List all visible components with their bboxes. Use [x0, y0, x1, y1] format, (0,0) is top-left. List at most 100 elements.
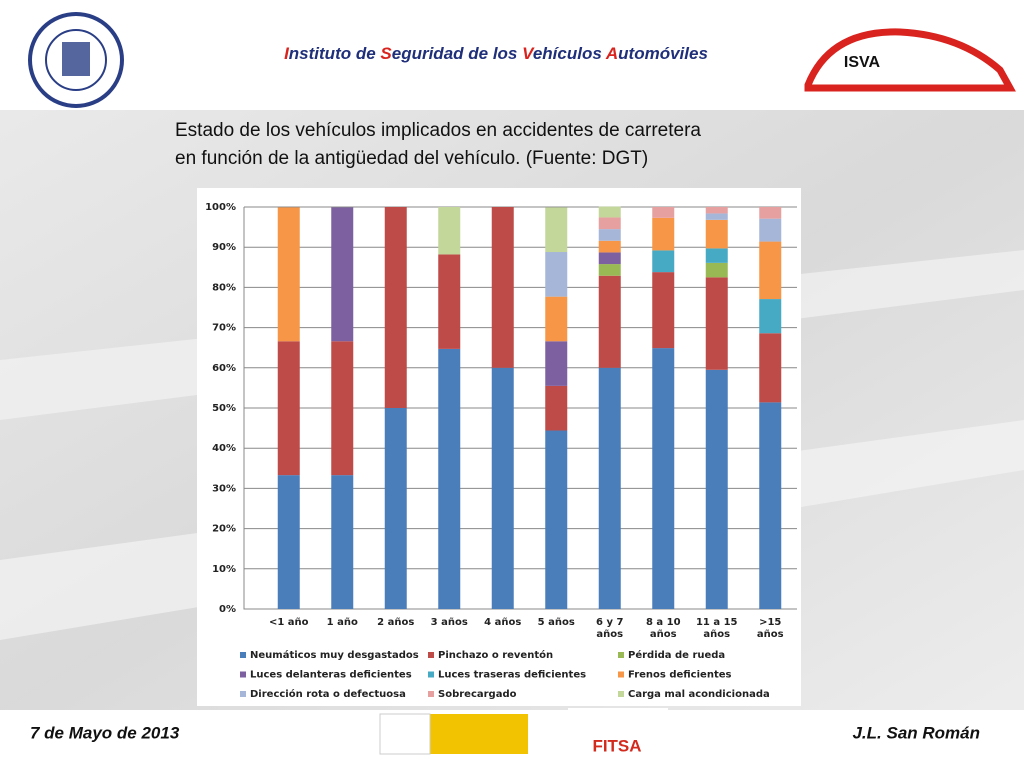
bar-segment: [705, 248, 728, 263]
legend-label: Luces traseras deficientes: [438, 670, 586, 681]
bar-segment: [598, 217, 621, 230]
y-tick-label: 100%: [205, 202, 236, 213]
legend-label: Luces delanteras deficientes: [250, 670, 412, 681]
bar-segment: [331, 341, 354, 476]
header-title-part: A: [605, 44, 618, 63]
university-logo: [62, 42, 90, 76]
legend-label: Pinchazo o reventón: [438, 649, 553, 661]
bar-segment: [705, 213, 728, 220]
bar-segment: [598, 264, 621, 276]
bar-segment: [331, 207, 354, 342]
x-tick-label: 3 años: [430, 617, 468, 628]
legend-swatch: [428, 691, 434, 697]
y-tick-label: 0%: [219, 604, 236, 615]
legend-label: Pérdida de rueda: [628, 649, 725, 661]
legend-swatch: [240, 691, 246, 697]
x-tick-label: 2 años: [377, 617, 415, 628]
header-title: Instituto de Seguridad de los Vehículos …: [284, 44, 708, 63]
chart-title: Estado de los vehículos implicados en ac…: [175, 120, 701, 141]
bar-segment: [598, 229, 621, 241]
header-title-part: S: [380, 44, 392, 63]
bar-segment: [652, 272, 675, 349]
legend-swatch: [240, 671, 246, 678]
y-tick-label: 30%: [212, 483, 236, 494]
bar-segment: [545, 341, 568, 386]
bar-segment: [545, 385, 568, 431]
x-tick-label: 11 a 15 años: [695, 617, 738, 640]
isva-logo: [804, 28, 1016, 92]
isva-logo-text: ISVA: [844, 54, 881, 71]
bar-segment: [545, 430, 568, 609]
bar-segment: [438, 254, 461, 349]
legend-label: Dirección rota o defectuosa: [250, 688, 406, 700]
bar-segment: [277, 475, 300, 609]
bar-segment: [652, 250, 675, 273]
header-title-part: nstituto de: [289, 44, 381, 63]
university-logo: [45, 29, 107, 91]
bar-segment: [652, 207, 675, 218]
legend-label: Carga mal acondicionada: [628, 689, 770, 700]
header-title-part: I: [284, 44, 290, 63]
bar-segment: [759, 333, 782, 403]
bar-segment: [598, 240, 621, 253]
bar-segment: [598, 252, 621, 265]
footer-date: 7 de Mayo de 2013: [30, 723, 180, 742]
y-tick-label: 40%: [212, 443, 236, 454]
bar-segment: [598, 367, 621, 609]
legend-swatch: [240, 652, 246, 658]
bar-segment: [598, 206, 621, 218]
bar-segment: [759, 241, 782, 300]
bar-segment: [277, 207, 300, 342]
bar-segment: [491, 367, 514, 609]
legend-swatch: [428, 671, 434, 678]
legend-swatch: [618, 652, 624, 658]
header-title-part: eguridad de los: [392, 44, 522, 63]
ministry-logo: [379, 713, 431, 755]
bar-segment: [331, 475, 354, 609]
legend-label: Frenos deficientes: [628, 670, 732, 681]
bar-segment: [759, 207, 782, 219]
bar-segment: [705, 207, 728, 214]
bar-segment: [384, 207, 407, 408]
bar-segment: [759, 402, 782, 609]
chart-title: en función de la antigüedad del vehículo…: [175, 148, 648, 169]
x-tick-label: >15 años: [756, 617, 784, 640]
x-tick-label: 8 a 10 años: [645, 617, 681, 640]
bar-segment: [491, 207, 514, 368]
bar-segment: [705, 262, 728, 278]
y-tick-label: 20%: [212, 524, 236, 535]
legend-swatch: [618, 691, 624, 697]
legend-label: Neumáticos muy desgastados: [250, 649, 419, 661]
x-tick-label: 1 año: [326, 617, 358, 628]
fitsa-logo: [568, 708, 668, 760]
header-title-part: utomóviles: [618, 44, 708, 63]
legend-swatch: [618, 671, 624, 678]
bar-segment: [438, 348, 461, 609]
bar-segment: [652, 348, 675, 609]
bar-segment: [598, 275, 621, 368]
bar-segment: [277, 341, 300, 476]
bar-segment: [438, 207, 461, 255]
header-title-part: ehículos: [533, 44, 606, 63]
x-tick-label: 4 años: [484, 617, 522, 628]
y-tick-label: 90%: [212, 242, 236, 253]
y-tick-label: 60%: [212, 363, 236, 374]
bar-segment: [759, 299, 782, 334]
bar-segment: [652, 217, 675, 251]
bar-segment: [545, 296, 568, 342]
legend-swatch: [428, 652, 434, 658]
bar-segment: [705, 219, 728, 249]
x-tick-label: 6 y 7 años: [596, 617, 624, 640]
header-title-part: V: [522, 44, 535, 63]
y-tick-label: 10%: [212, 564, 236, 575]
footer-author: J.L. San Román: [852, 723, 980, 742]
y-tick-label: 70%: [212, 323, 236, 334]
y-tick-label: 80%: [212, 282, 236, 293]
bar-segment: [705, 277, 728, 370]
fitsa-logo-text: FITSA: [592, 736, 641, 755]
bar-segment: [384, 408, 407, 609]
bar-segment: [545, 207, 568, 253]
x-tick-label: 5 años: [537, 617, 575, 628]
